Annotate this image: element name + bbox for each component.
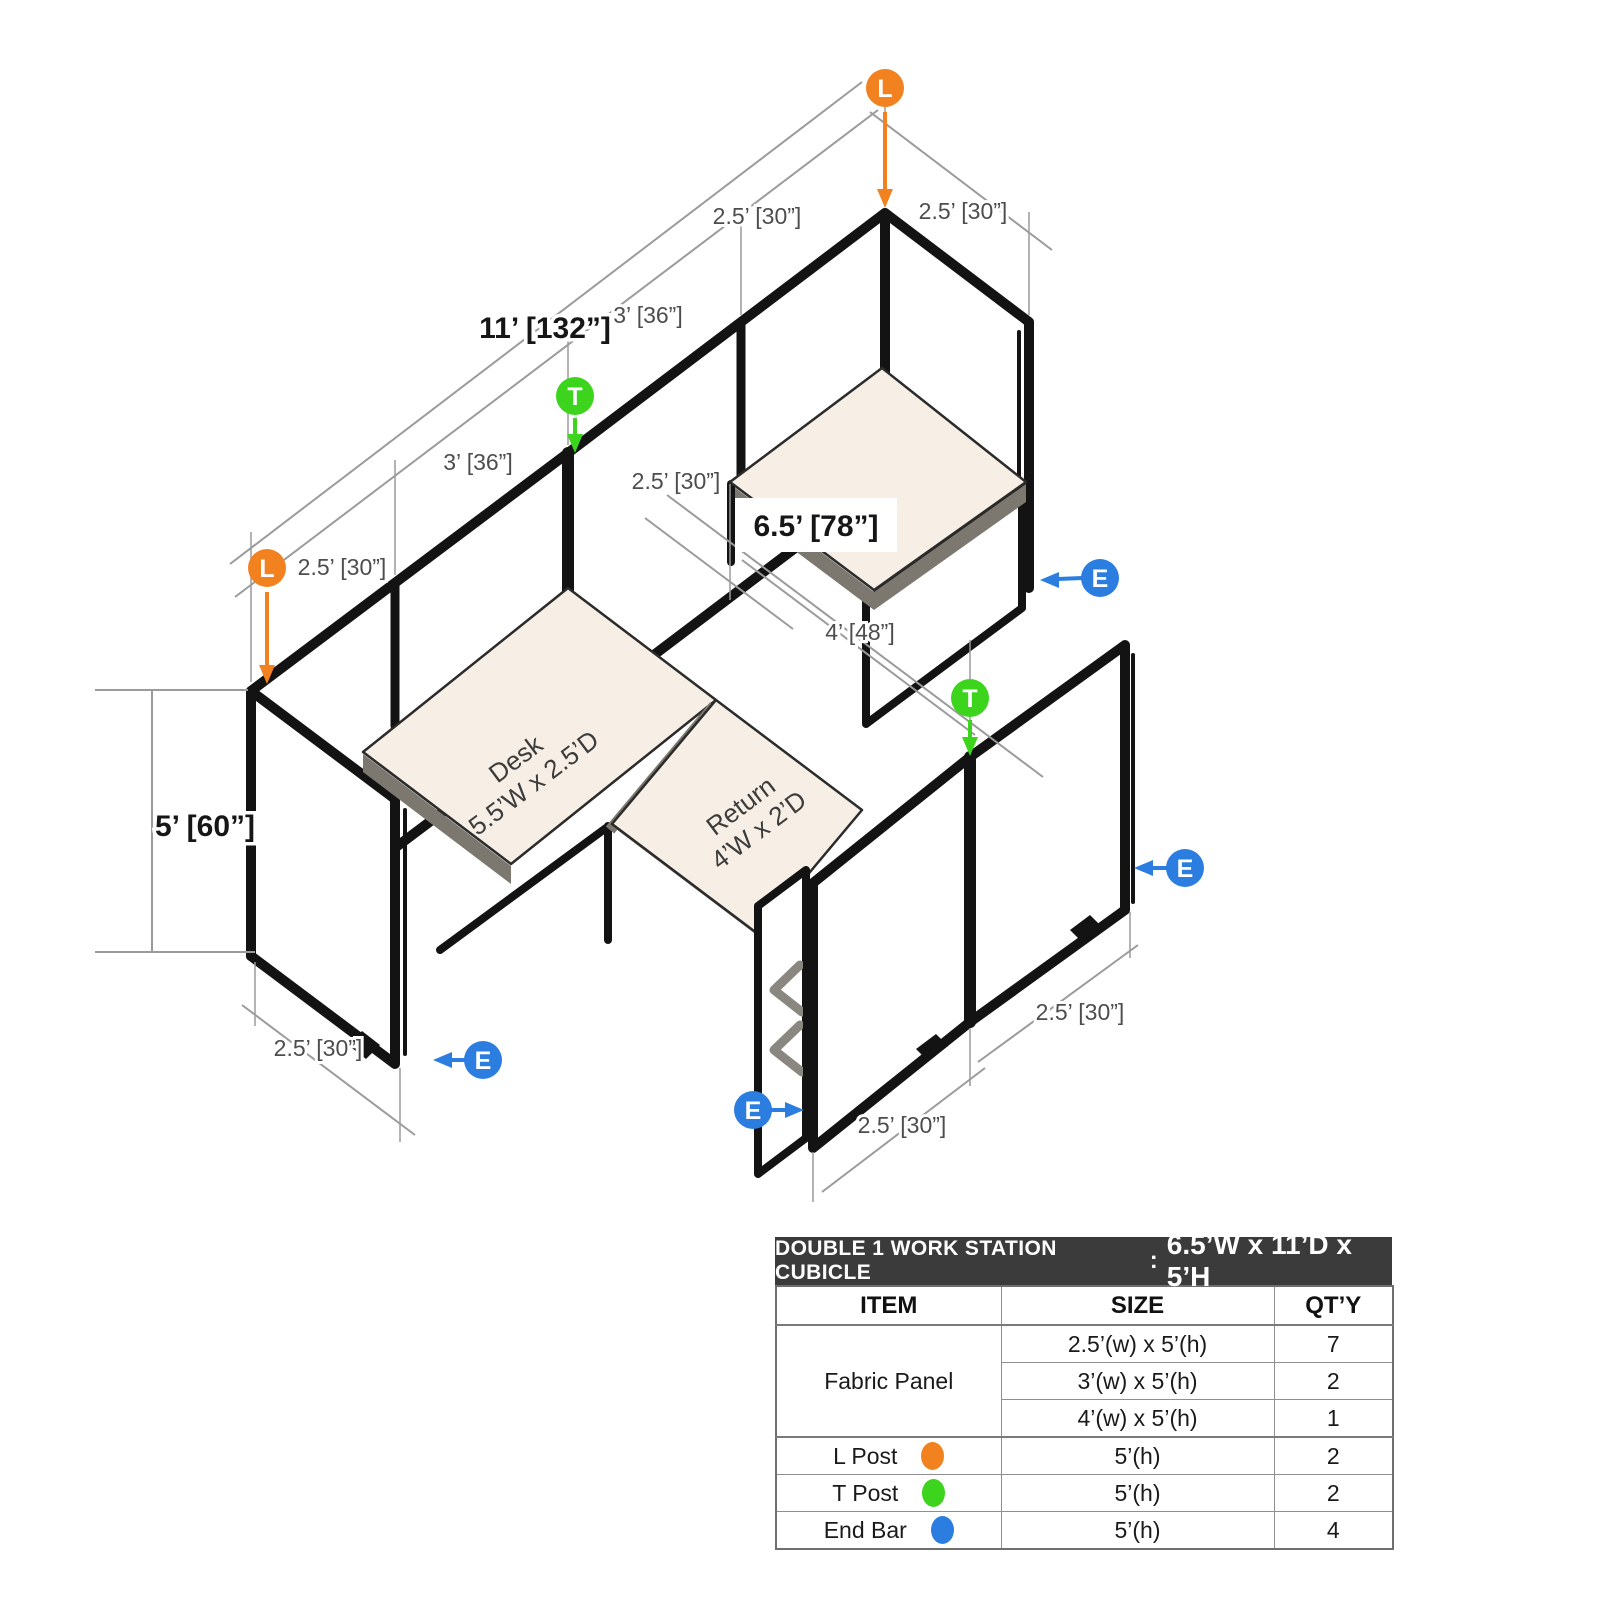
dim-front-right-panel: 2.5’ [30”] (858, 1112, 947, 1138)
end-bar-marker: E (464, 1041, 502, 1079)
pedestal (754, 866, 810, 1178)
dim-total-depth: 11’ [132”] (479, 312, 611, 345)
l-post-marker: L (248, 549, 286, 587)
svg-text:T: T (962, 685, 977, 713)
dim-total-width: 6.5’ [78”] (753, 510, 878, 543)
t-post-dot-icon (922, 1479, 946, 1507)
fabric-panel-item-cell: Fabric Panel (775, 1324, 1002, 1438)
dim-right-end-panel: 2.5’ [30”] (1036, 999, 1125, 1025)
end-bar-item-cell: End Bar (775, 1511, 1002, 1550)
t-post-item-cell: T Post (775, 1474, 1002, 1512)
t-post-marker: T (951, 679, 989, 717)
dim-lower-25-panel: 2.5’ [30”] (298, 554, 387, 580)
post-markers: L L T T E E E E (248, 69, 1204, 1129)
col-header-qty: QT’Y (1273, 1285, 1394, 1326)
dim-desk-depth: 2.5’ [30”] (632, 468, 721, 494)
desk-surface (361, 586, 718, 866)
right-end-panel (965, 640, 1130, 1027)
dim-upper-3ft-panel: 3’ [36”] (613, 302, 682, 328)
svg-text:L: L (259, 555, 274, 583)
table-row: T Post 5’(h) 2 (775, 1474, 1394, 1512)
table-row: End Bar 5’(h) 4 (775, 1511, 1394, 1550)
table-row: 4’(w) x 5’(h) 1 (776, 1399, 1394, 1438)
svg-text:E: E (745, 1097, 762, 1125)
spec-table-title: DOUBLE 1 WORK STATION CUBICLE : 6.5’W x … (775, 1229, 1392, 1292)
end-bar-dot-icon (930, 1516, 954, 1544)
col-header-item: ITEM (775, 1285, 1002, 1326)
table-header-row: ITEM SIZE QT’Y (775, 1285, 1394, 1326)
end-bar-marker: E (1081, 559, 1119, 597)
dim-lower-3ft-panel: 3’ [36”] (443, 449, 512, 475)
drawer-handle-icon (769, 960, 807, 1017)
svg-text:L: L (877, 75, 892, 103)
drawer-handle-icon (769, 1020, 807, 1077)
spec-table-title-dims: 6.5’W x 11’D x 5’H (1166, 1229, 1352, 1292)
dim-panel-height: 5’ [60”] (155, 810, 255, 843)
svg-text:E: E (1092, 565, 1109, 593)
end-bar-marker: E (734, 1091, 772, 1129)
l-post-marker: L (866, 69, 904, 107)
table-row: 3’(w) x 5’(h) 2 (776, 1362, 1394, 1400)
svg-text:T: T (567, 383, 582, 411)
l-post-dot-icon (921, 1442, 945, 1470)
svg-text:E: E (475, 1047, 492, 1075)
marker-arrows (259, 112, 1167, 1118)
dimension-lines (95, 81, 1139, 1202)
left-end-panel (246, 686, 400, 1069)
svg-text:E: E (1177, 855, 1194, 883)
t-post-marker: T (556, 377, 594, 415)
lower-cubicle-walls (246, 447, 574, 1069)
dimension-labels: 2.5’ [30”] 2.5’ [30”] 3’ [36”] 11’ [132”… (151, 195, 1127, 1141)
spec-table: DOUBLE 1 WORK STATION CUBICLE : 6.5’W x … (775, 1229, 1394, 1550)
table-row: L Post 5’(h) 2 (775, 1436, 1394, 1475)
end-bar-marker: E (1166, 849, 1204, 887)
dim-return-width: 4’ [48”] (825, 619, 894, 645)
l-post-item-cell: L Post (775, 1436, 1002, 1475)
col-header-size: SIZE (1000, 1285, 1275, 1326)
table-row: Fabric Panel 2.5’(w) x 5’(h) 7 (775, 1324, 1394, 1438)
dim-upper-left-panel: 2.5’ [30”] (713, 203, 802, 229)
dim-upper-right-panel: 2.5’ [30”] (919, 198, 1008, 224)
spec-table-title-label: DOUBLE 1 WORK STATION CUBICLE (775, 1237, 1057, 1284)
dim-left-end-panel: 2.5’ [30”] (274, 1035, 363, 1061)
